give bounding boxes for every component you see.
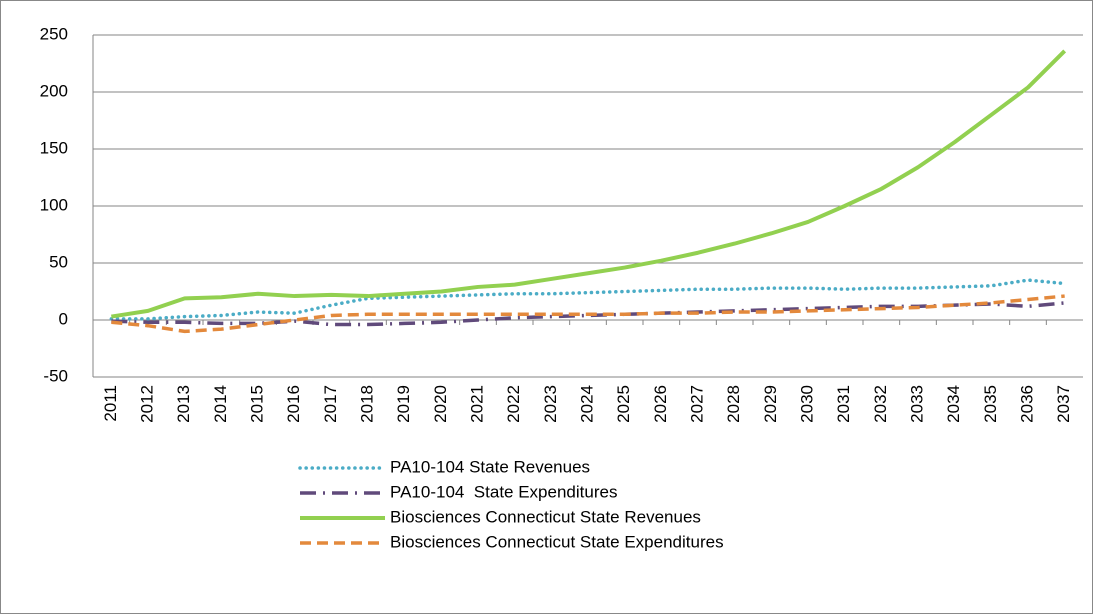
x-tick-label: 2017 (321, 385, 340, 423)
x-tick-label: 2029 (761, 385, 780, 423)
x-tick-label: 2033 (907, 385, 926, 423)
x-tick-label: 2021 (467, 385, 486, 423)
y-tick-label: -50 (43, 366, 68, 385)
x-tick-label: 2035 (981, 385, 1000, 423)
legend-label: Biosciences Connecticut State Expenditur… (390, 532, 724, 551)
y-tick-label: 0 (59, 309, 68, 328)
x-tick-label: 2032 (871, 385, 890, 423)
legend-label: PA10-104 State Revenues (390, 457, 590, 476)
x-tick-label: 2026 (651, 385, 670, 423)
x-tick-label: 2012 (137, 385, 156, 423)
x-tick-label: 2020 (431, 385, 450, 423)
series-line (111, 294, 1065, 334)
legend-label: PA10-104 State Expenditures (390, 482, 617, 501)
x-tick-label: 2025 (614, 385, 633, 423)
x-tick-label: 2016 (284, 385, 303, 423)
x-tick-label: 2034 (944, 385, 963, 423)
x-tick-label: 2024 (577, 385, 596, 423)
y-tick-label: 100 (40, 195, 68, 214)
x-tick-label: 2023 (541, 385, 560, 423)
x-tick-label: 2022 (504, 385, 523, 423)
x-tick-label: 2036 (1017, 385, 1036, 423)
y-tick-label: 50 (49, 252, 68, 271)
x-tick-label: 2028 (724, 385, 743, 423)
y-tick-label: 200 (40, 81, 68, 100)
y-tick-label: 150 (40, 138, 68, 157)
legend-label: Biosciences Connecticut State Revenues (390, 507, 701, 526)
x-tick-label: 2030 (797, 385, 816, 423)
x-tick-label: 2011 (101, 385, 120, 422)
x-tick-label: 2019 (394, 385, 413, 423)
x-tick-label: 2027 (687, 385, 706, 423)
x-tick-label: 2013 (174, 385, 193, 423)
y-tick-label: 250 (40, 24, 68, 43)
x-tick-label: 2037 (1054, 385, 1073, 423)
x-tick-label: 2015 (247, 385, 266, 423)
x-tick-label: 2018 (357, 385, 376, 423)
series-line (109, 278, 1067, 321)
x-tick-label: 2031 (834, 385, 853, 423)
series-line (111, 49, 1067, 319)
x-tick-label: 2014 (211, 385, 230, 423)
